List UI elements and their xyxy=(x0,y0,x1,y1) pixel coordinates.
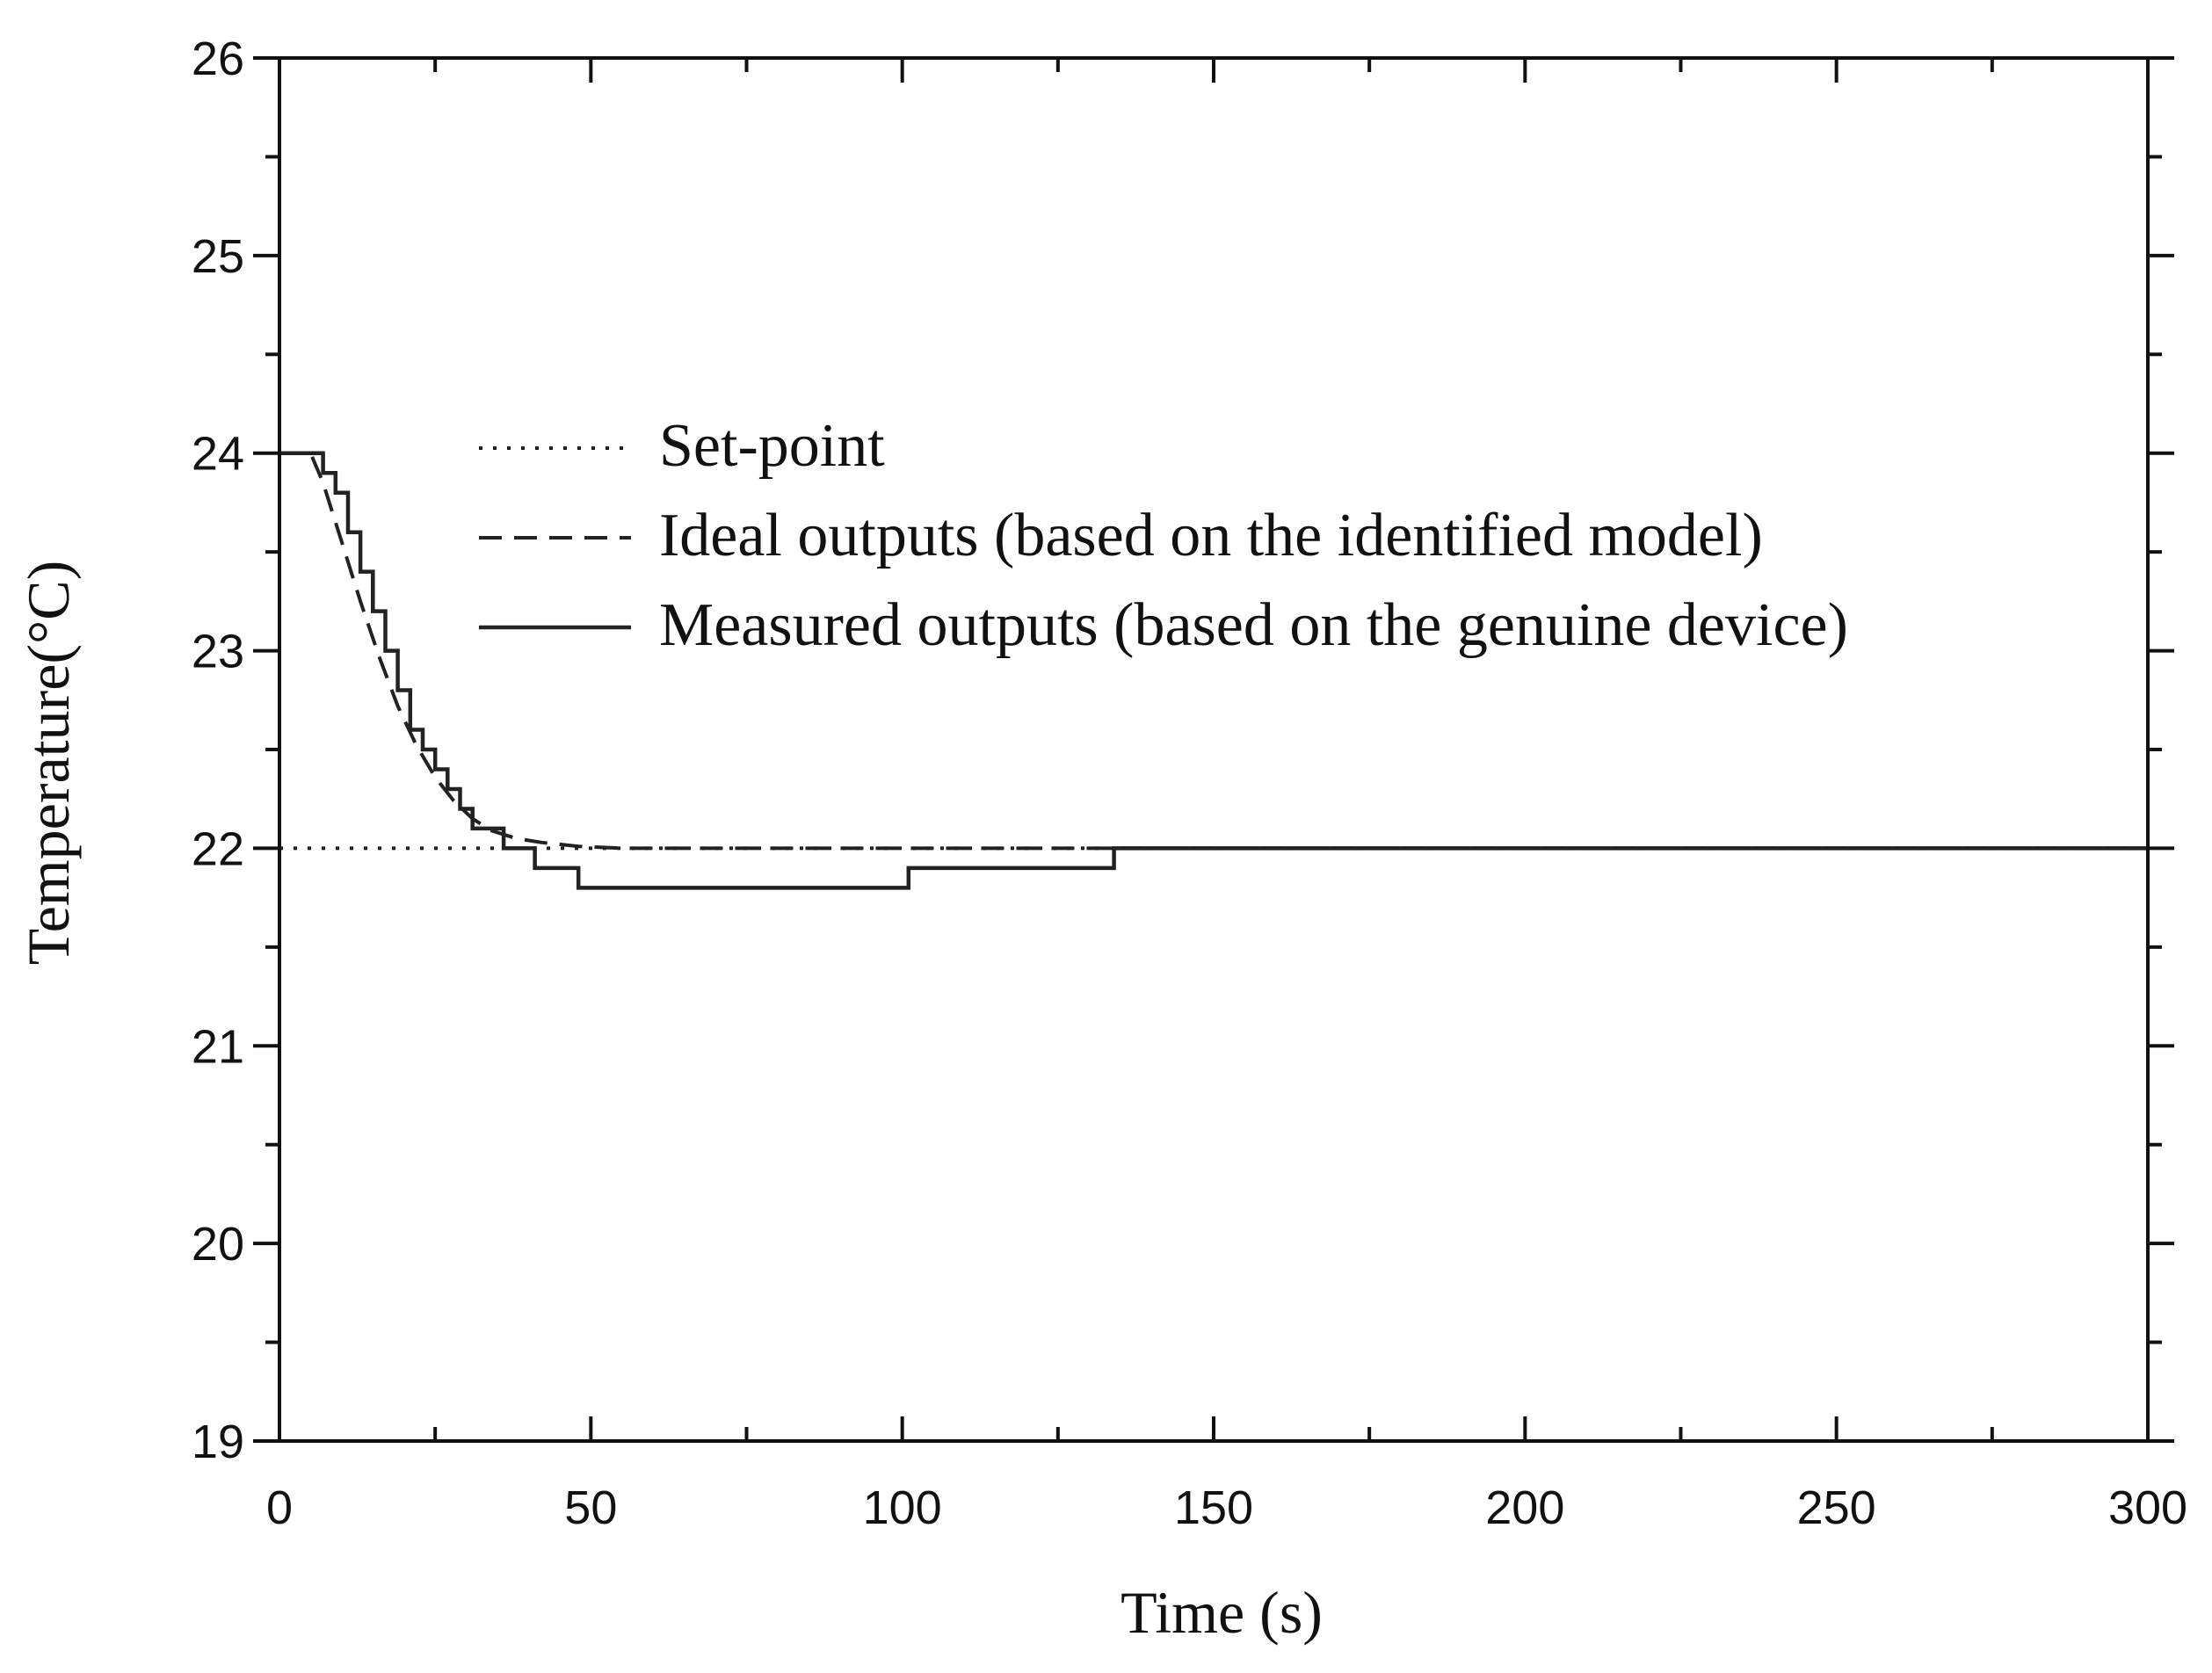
x-tick-label: 50 xyxy=(564,1481,617,1534)
y-tick-label: 20 xyxy=(192,1218,244,1271)
x-tick-label: 150 xyxy=(1174,1481,1253,1534)
x-tick-label: 0 xyxy=(266,1481,293,1534)
legend-label-2: Ideal outputs (based on the identified m… xyxy=(659,502,1763,569)
x-tick-label: 250 xyxy=(1797,1481,1876,1534)
y-tick-label: 22 xyxy=(192,822,244,875)
legend: Set-point Ideal outputs (based on the ide… xyxy=(479,412,1848,659)
legend-label-3: Measured outputs (based on the genuine d… xyxy=(659,591,1848,659)
x-tick-label: 300 xyxy=(2108,1481,2187,1534)
y-tick-label: 21 xyxy=(192,1020,244,1073)
x-tick-label: 200 xyxy=(1485,1481,1564,1534)
ticks-layer: 0 50 100 150 200 250 300 19 20 21 22 23 24 25 26 xyxy=(192,33,2187,1534)
series-line-3 xyxy=(279,451,2148,890)
y-tick-label: 24 xyxy=(192,428,244,481)
x-tick-label: 100 xyxy=(863,1481,942,1534)
x-axis-label: Time (s) xyxy=(1121,1579,1323,1646)
y-tick-label: 25 xyxy=(192,230,244,283)
legend-label-1: Set-point xyxy=(659,412,885,480)
y-tick-label: 23 xyxy=(192,626,244,678)
series-layer xyxy=(279,451,2148,890)
y-axis-label: Temperature(°C) xyxy=(15,561,82,965)
y-tick-label: 26 xyxy=(192,33,244,85)
y-tick-label: 19 xyxy=(192,1416,244,1468)
